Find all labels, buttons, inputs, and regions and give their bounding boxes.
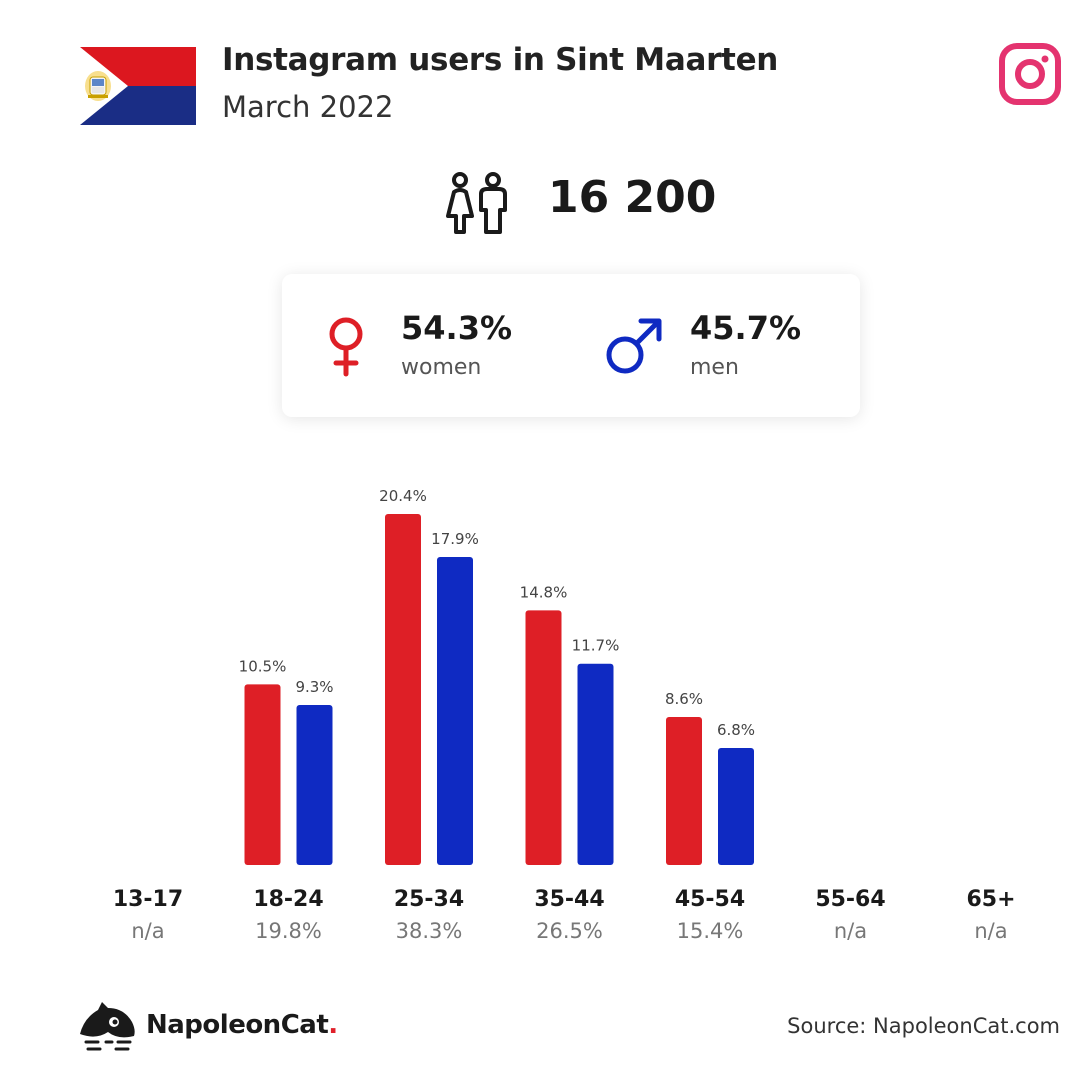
bar-men-18-24 <box>296 704 333 865</box>
bar-women-45-54 <box>666 717 702 865</box>
category-share-18-24: 19.8% <box>255 919 322 943</box>
men-percentage: 45.7% <box>690 309 802 347</box>
bar-men-25-34 <box>437 557 473 865</box>
category-share-45-54: 15.4% <box>677 919 744 943</box>
female-symbol-icon <box>329 317 363 377</box>
category-share-55-64: n/a <box>834 919 867 943</box>
page-title: Instagram users in Sint Maarten <box>222 42 779 78</box>
brand-dot: . <box>328 1010 338 1040</box>
bar-men-45-54 <box>718 748 754 865</box>
women-label: women <box>401 355 482 380</box>
instagram-icon <box>999 43 1061 105</box>
age-gender-bar-chart: 13-17 n/a 10.5% 9.3% 18-24 19.8% 20.4% 17.9% 25-… <box>113 487 1016 943</box>
category-label-35-44: 35-44 <box>534 887 604 912</box>
category-share-13-17: n/a <box>131 919 164 943</box>
bar-label-women-25-34: 20.4% <box>379 487 427 505</box>
category-share-35-44: 26.5% <box>536 919 603 943</box>
category-label-25-34: 25-34 <box>394 887 464 912</box>
napoleoncat-logo-icon <box>80 1002 135 1051</box>
people-icon <box>446 172 507 234</box>
category-share-65+: n/a <box>974 919 1007 943</box>
bar-women-18-24 <box>244 684 281 865</box>
bar-label-men-45-54: 6.8% <box>717 721 755 739</box>
brand-logo-text: NapoleonCat. <box>146 1010 338 1040</box>
bar-label-men-18-24: 9.3% <box>295 678 333 696</box>
bar-label-women-45-54: 8.6% <box>665 690 703 708</box>
category-label-55-64: 55-64 <box>815 887 885 912</box>
sint-maarten-flag-icon <box>80 47 196 125</box>
flag-coat-of-arms <box>85 71 111 101</box>
male-symbol-icon <box>606 318 662 374</box>
bar-label-men-25-34: 17.9% <box>431 530 479 548</box>
men-label: men <box>690 355 739 380</box>
source-text: Source: NapoleonCat.com <box>787 1014 1060 1038</box>
women-percentage: 54.3% <box>401 309 513 347</box>
category-label-18-24: 18-24 <box>253 887 323 912</box>
bar-women-25-34 <box>385 514 421 865</box>
bar-label-women-35-44: 14.8% <box>520 583 568 601</box>
bar-men-35-44 <box>577 663 614 865</box>
bar-label-men-35-44: 11.7% <box>572 637 620 655</box>
page-subtitle: March 2022 <box>222 90 394 124</box>
bar-label-women-18-24: 10.5% <box>239 657 287 675</box>
category-share-25-34: 38.3% <box>396 919 463 943</box>
bar-women-35-44 <box>525 610 562 865</box>
category-label-65+: 65+ <box>966 887 1015 912</box>
total-users-value: 16 200 <box>548 172 717 223</box>
category-label-45-54: 45-54 <box>675 887 745 912</box>
category-label-13-17: 13-17 <box>113 887 183 912</box>
brand-name: NapoleonCat <box>146 1010 329 1040</box>
gender-card: 54.3% women 45.7% men <box>282 274 860 417</box>
